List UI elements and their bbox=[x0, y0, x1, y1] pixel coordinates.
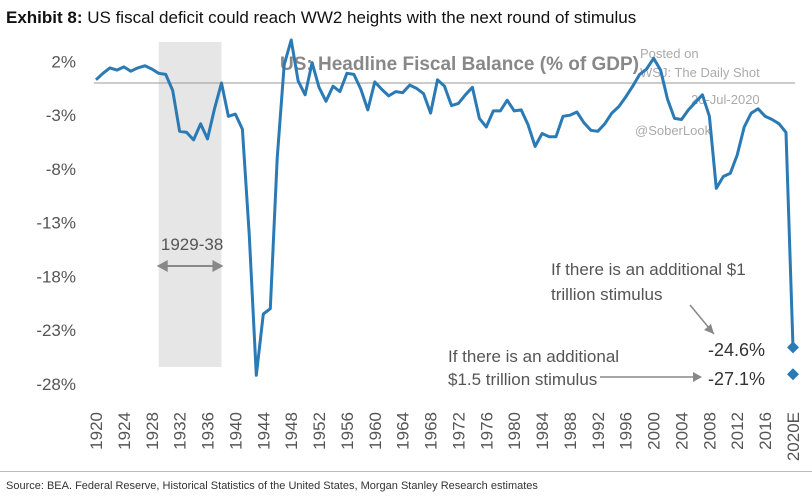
scenario-1-label-line-1: If there is an additional $1 bbox=[551, 260, 746, 279]
chart-title: US: Headline Fiscal Balance (% of GDP) bbox=[280, 54, 639, 75]
scenario-2-value: -27.1% bbox=[708, 369, 765, 389]
x-tick-label: 2016 bbox=[756, 412, 775, 450]
x-tick-label: 1944 bbox=[254, 412, 273, 450]
shaded-period-1929-38 bbox=[158, 42, 222, 367]
x-tick-label: 1964 bbox=[394, 412, 413, 450]
x-axis: 1920 1924 1928 1932 1936 1940 1944 1948 1952 1956… bbox=[87, 412, 803, 461]
watermark-site: WSJ: The Daily Shot bbox=[640, 65, 760, 80]
scenario-2-arrowhead bbox=[693, 372, 702, 382]
x-tick-label: 1952 bbox=[310, 412, 329, 450]
range-label: 1929-38 bbox=[161, 235, 223, 254]
scenario-1-value: -24.6% bbox=[708, 340, 765, 360]
y-tick-label: -8% bbox=[46, 160, 76, 179]
scenario-2-marker bbox=[787, 368, 799, 381]
x-tick-label: 1996 bbox=[617, 412, 636, 450]
fiscal-balance-chart: 2% -3% -8% -13% -18% -23% -28% 1920 1924 1928 193… bbox=[36, 38, 803, 461]
x-tick-label: 1940 bbox=[226, 412, 245, 450]
scenario-1-marker bbox=[787, 341, 799, 354]
x-tick-label: 1948 bbox=[282, 412, 301, 450]
exhibit-title-text: US fiscal deficit could reach WW2 height… bbox=[87, 8, 637, 27]
x-tick-label: 1984 bbox=[533, 412, 552, 450]
x-tick-label: 2004 bbox=[672, 412, 691, 450]
watermark-posted-on: Posted on bbox=[640, 46, 699, 61]
y-tick-label: -13% bbox=[36, 214, 76, 233]
x-tick-label: 1932 bbox=[171, 412, 190, 450]
y-tick-label: 2% bbox=[51, 52, 76, 71]
exhibit-label: Exhibit 8: bbox=[6, 8, 83, 27]
x-tick-label: 1924 bbox=[115, 412, 134, 450]
scenario-2-label-line-1: If there is an additional bbox=[448, 347, 619, 366]
x-tick-label: 1928 bbox=[143, 412, 162, 450]
exhibit-title: Exhibit 8: US fiscal deficit could reach… bbox=[6, 8, 636, 28]
x-tick-label: 1936 bbox=[199, 412, 218, 450]
range-arrowhead-left bbox=[156, 260, 168, 272]
y-tick-label: -3% bbox=[46, 106, 76, 125]
y-tick-label: -23% bbox=[36, 321, 76, 340]
x-tick-label: 2020E bbox=[784, 412, 803, 461]
x-tick-label: 2008 bbox=[700, 412, 719, 450]
x-tick-label: 1968 bbox=[422, 412, 441, 450]
range-arrowhead-right bbox=[212, 260, 224, 272]
source-note: Source: BEA. Federal Reserve, Historical… bbox=[6, 480, 538, 492]
x-tick-label: 1976 bbox=[477, 412, 496, 450]
x-tick-label: 1960 bbox=[366, 412, 385, 450]
y-axis: 2% -3% -8% -13% -18% -23% -28% bbox=[36, 52, 76, 393]
scenario-2-label-line-2: $1.5 trillion stimulus bbox=[448, 370, 597, 389]
range-annotation: 1929-38 bbox=[156, 235, 224, 272]
watermark-date: 20-Jul-2020 bbox=[691, 92, 760, 107]
x-tick-label: 2012 bbox=[728, 412, 747, 450]
scenario-1-label-line-2: trillion stimulus bbox=[551, 285, 662, 304]
y-tick-label: -18% bbox=[36, 267, 76, 286]
x-tick-label: 1956 bbox=[338, 412, 357, 450]
x-tick-label: 2000 bbox=[645, 412, 664, 450]
fiscal-balance-line bbox=[94, 38, 795, 377]
scenario-annotations: If there is an additional $1 trillion st… bbox=[448, 260, 799, 389]
x-tick-label: 1920 bbox=[87, 412, 106, 450]
x-tick-label: 1992 bbox=[589, 412, 608, 450]
scenario-1-arrowhead bbox=[704, 324, 714, 334]
watermark-handle: @SoberLook bbox=[635, 123, 712, 138]
x-tick-label: 1980 bbox=[505, 412, 524, 450]
footer-divider bbox=[0, 471, 812, 472]
x-tick-label: 1988 bbox=[561, 412, 580, 450]
y-tick-label: -28% bbox=[36, 375, 76, 394]
x-tick-label: 1972 bbox=[449, 412, 468, 450]
